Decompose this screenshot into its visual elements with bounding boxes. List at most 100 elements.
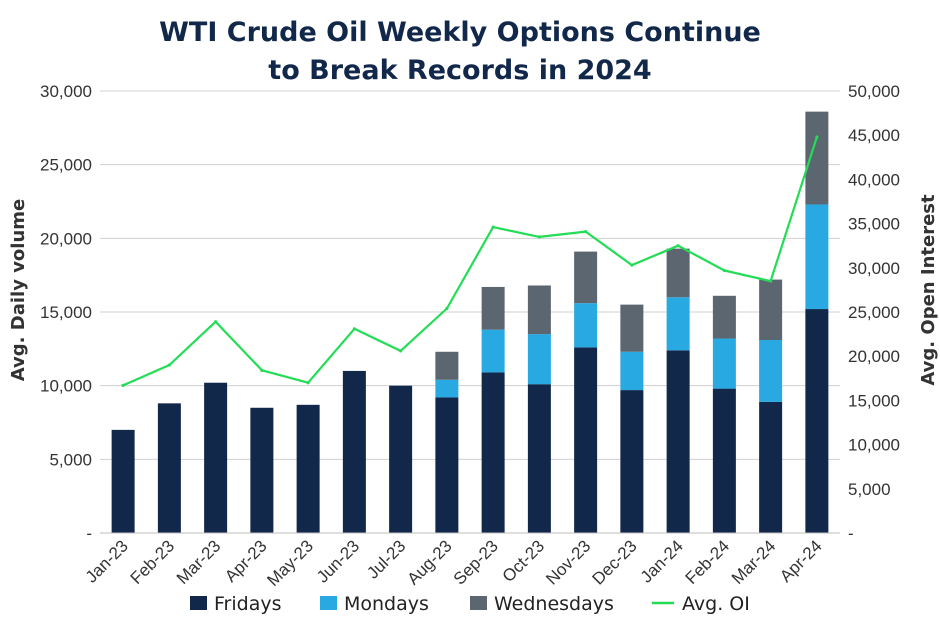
line-point-feb-24 [722, 268, 726, 273]
line-point-apr-23 [260, 368, 264, 372]
bar-mondays-jan-24 [666, 297, 690, 351]
x-tick-label: Oct-23 [499, 536, 549, 586]
bar-fridays-mar-23 [204, 382, 228, 533]
x-tick-label: Feb-23 [127, 536, 179, 588]
x-tick-label: Jan-24 [637, 536, 687, 586]
x-tick-label: Mar-24 [728, 536, 780, 588]
bar-mondays-mar-24 [759, 339, 783, 402]
line-point-mar-24 [769, 279, 773, 283]
legend-label-avg-oi: Avg. OI [682, 593, 750, 615]
bar-mondays-oct-23 [527, 334, 551, 385]
y2-tick-label: 45,000 [848, 126, 900, 145]
legend-label-fridays: Fridays [214, 593, 281, 615]
line-point-feb-23 [167, 363, 171, 367]
legend-swatch-fridays [190, 596, 207, 610]
y2-tick-label: 20,000 [848, 347, 900, 366]
bar-fridays-nov-23 [574, 347, 598, 533]
y-axis-right: - 5,000 10,000 15,000 20,000 25,000 30,000 35,0… [848, 82, 900, 543]
line-point-aug-23 [445, 306, 449, 311]
x-tick-label: May-23 [263, 536, 317, 590]
y2-tick-label: 25,000 [848, 303, 900, 322]
line-point-jun-23 [352, 327, 356, 331]
bar-fridays-sep-23 [481, 372, 505, 533]
bar-mondays-sep-23 [481, 329, 505, 373]
x-tick-label: Mar-23 [173, 536, 225, 588]
line-point-dec-23 [630, 263, 634, 267]
y-tick-label: - [86, 524, 92, 543]
bar-fridays-apr-23 [250, 407, 274, 533]
bar-mondays-feb-24 [712, 338, 736, 389]
line-point-sep-23 [491, 225, 495, 229]
bar-fridays-apr-24 [805, 309, 829, 533]
line-point-oct-23 [537, 235, 541, 239]
bar-fridays-oct-23 [527, 384, 551, 533]
y-tick-label: 30,000 [40, 82, 92, 101]
x-tick-label: Jan-23 [82, 536, 132, 586]
legend: Fridays Mondays Wednesdays Avg. OI [190, 593, 750, 615]
oi-line [121, 135, 819, 387]
legend-swatch-mondays [320, 596, 337, 610]
chart-title-line-1: WTI Crude Oil Weekly Options Continue [159, 17, 761, 48]
bar-wednesdays-jan-24 [666, 248, 690, 298]
bar-wednesdays-oct-23 [527, 285, 551, 335]
y2-axis-title: Avg. Open Interest [918, 194, 939, 386]
x-tick-label: Dec-23 [589, 536, 641, 588]
x-tick-label: Sep-23 [450, 536, 502, 588]
legend-swatch-wednesdays [470, 596, 487, 610]
y2-tick-label: 35,000 [848, 215, 900, 234]
bar-fridays-mar-24 [759, 401, 783, 533]
y-tick-label: 15,000 [40, 303, 92, 322]
bar-wednesdays-apr-24 [805, 111, 829, 205]
bar-fridays-dec-23 [620, 390, 644, 533]
line-point-nov-23 [584, 229, 588, 234]
y-tick-label: 25,000 [40, 156, 92, 175]
bar-wednesdays-feb-24 [712, 295, 736, 339]
bar-wednesdays-sep-23 [481, 286, 505, 330]
y2-tick-label: 40,000 [848, 170, 900, 189]
x-tick-label: Aug-23 [403, 536, 455, 588]
y2-tick-label: 15,000 [848, 391, 900, 410]
bar-fridays-jul-23 [389, 385, 413, 533]
bars [111, 111, 829, 533]
x-tick-label: Feb-24 [682, 536, 734, 588]
bar-fridays-jan-23 [111, 429, 135, 533]
x-tick-label: Nov-23 [542, 536, 594, 588]
y-axis-left: - 5,000 10,000 15,000 20,000 25,000 30,000 [40, 82, 92, 543]
x-tick-label: Jul-23 [363, 536, 409, 582]
y2-tick-label: 5,000 [848, 480, 891, 499]
bar-wednesdays-dec-23 [620, 304, 644, 352]
line-point-jan-24 [676, 244, 680, 248]
bar-wednesdays-nov-23 [574, 251, 598, 304]
line-point-may-23 [306, 381, 310, 385]
line-point-apr-24 [815, 135, 819, 139]
y-axis-title: Avg. Daily volume [8, 199, 29, 382]
y-tick-label: 20,000 [40, 229, 92, 248]
bar-fridays-jun-23 [342, 370, 366, 533]
line-point-mar-23 [214, 320, 218, 324]
x-tick-label: Apr-23 [221, 536, 271, 586]
bar-wednesdays-mar-24 [759, 279, 783, 340]
bar-fridays-feb-23 [157, 403, 181, 533]
bar-mondays-dec-23 [620, 351, 644, 391]
line-avg-oi [122, 136, 818, 387]
chart-title-line-2: to Break Records in 2024 [268, 55, 651, 86]
x-tick-label: Apr-24 [776, 536, 826, 586]
y2-tick-label: - [848, 524, 854, 543]
y-tick-label: 5,000 [49, 450, 92, 469]
legend-label-wednesdays: Wednesdays [494, 593, 614, 615]
line-point-jan-23 [121, 383, 125, 387]
bar-wednesdays-aug-23 [435, 351, 459, 380]
bar-mondays-nov-23 [574, 303, 598, 348]
bar-fridays-jan-24 [666, 350, 690, 533]
y2-tick-label: 10,000 [848, 436, 900, 455]
line-point-jul-23 [399, 349, 403, 353]
y2-tick-label: 30,000 [848, 259, 900, 278]
x-tick-label: Jun-23 [313, 536, 363, 586]
bar-fridays-feb-24 [712, 388, 736, 533]
bar-fridays-aug-23 [435, 397, 459, 533]
bar-mondays-apr-24 [805, 204, 829, 310]
y2-tick-label: 50,000 [848, 82, 900, 101]
